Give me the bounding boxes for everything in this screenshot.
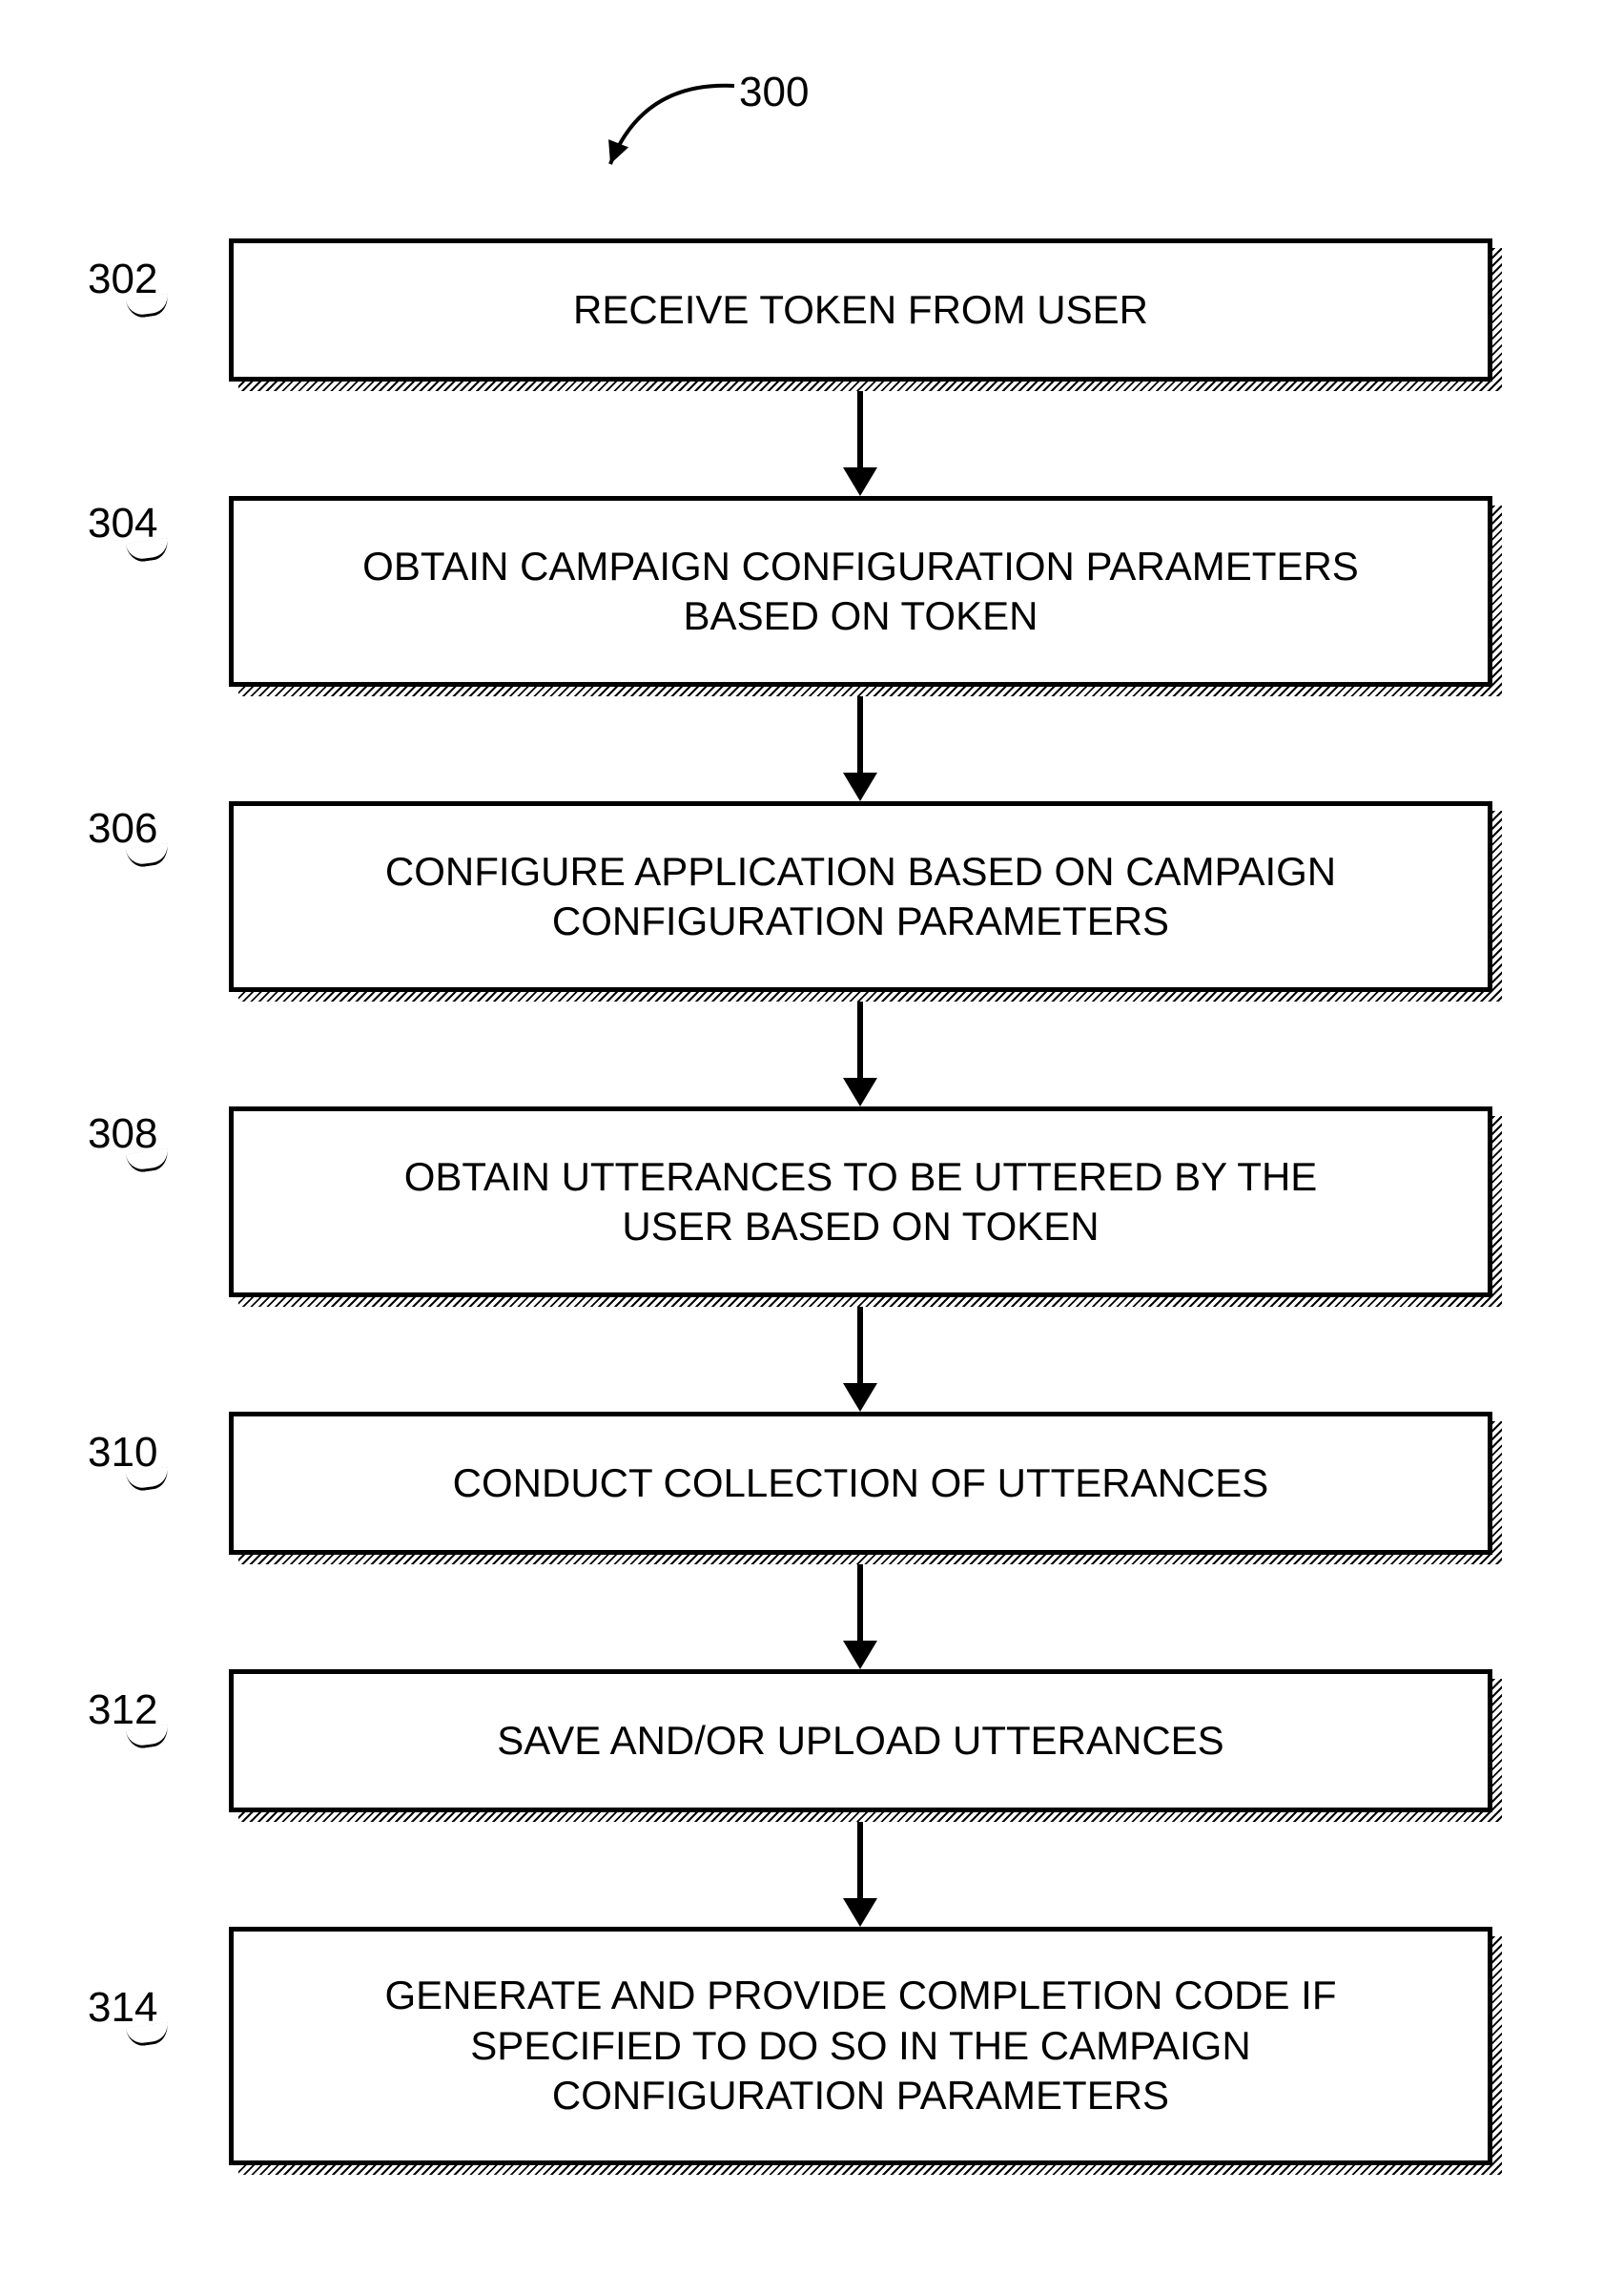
step-number-label: 312 bbox=[88, 1686, 157, 1734]
flow-step-box: SAVE AND/OR UPLOAD UTTERANCES bbox=[229, 1669, 1492, 1812]
flow-step: CONFIGURE APPLICATION BASED ON CAMPAIGN … bbox=[229, 801, 1492, 992]
flow-step-box: CONFIGURE APPLICATION BASED ON CAMPAIGN … bbox=[229, 801, 1492, 992]
step-number-label: 304 bbox=[88, 500, 157, 548]
flow-arrow bbox=[839, 1822, 881, 1927]
flow-step-box: OBTAIN CAMPAIGN CONFIGURATION PARAMETERS… bbox=[229, 496, 1492, 687]
flow-step-box: OBTAIN UTTERANCES TO BE UTTERED BY THE U… bbox=[229, 1106, 1492, 1297]
flow-step: CONDUCT COLLECTION OF UTTERANCES bbox=[229, 1412, 1492, 1555]
flow-arrow bbox=[839, 1564, 881, 1669]
flow-arrow bbox=[839, 696, 881, 801]
step-number-label: 306 bbox=[88, 805, 157, 853]
flow-step-box: CONDUCT COLLECTION OF UTTERANCES bbox=[229, 1412, 1492, 1555]
figure-lead-arrow bbox=[591, 76, 739, 181]
flow-step: SAVE AND/OR UPLOAD UTTERANCES bbox=[229, 1669, 1492, 1812]
step-number-label: 310 bbox=[88, 1429, 157, 1477]
flow-arrow bbox=[839, 391, 881, 496]
step-number-label: 302 bbox=[88, 256, 157, 303]
flow-step: GENERATE AND PROVIDE COMPLETION CODE IF … bbox=[229, 1927, 1492, 2165]
flow-arrow bbox=[839, 1002, 881, 1106]
flow-step: RECEIVE TOKEN FROM USER bbox=[229, 238, 1492, 382]
figure-reference-label: 300 bbox=[739, 69, 809, 116]
flow-arrow bbox=[839, 1307, 881, 1412]
step-number-label: 314 bbox=[88, 1984, 157, 2032]
flowchart-canvas: 300 302 RECEIVE TOKEN FROM USER 304 OBTAIN C… bbox=[0, 0, 1624, 2294]
flow-step: OBTAIN UTTERANCES TO BE UTTERED BY THE U… bbox=[229, 1106, 1492, 1297]
step-number-label: 308 bbox=[88, 1110, 157, 1158]
flow-step: OBTAIN CAMPAIGN CONFIGURATION PARAMETERS… bbox=[229, 496, 1492, 687]
flow-step-box: RECEIVE TOKEN FROM USER bbox=[229, 238, 1492, 382]
flow-step-box: GENERATE AND PROVIDE COMPLETION CODE IF … bbox=[229, 1927, 1492, 2165]
